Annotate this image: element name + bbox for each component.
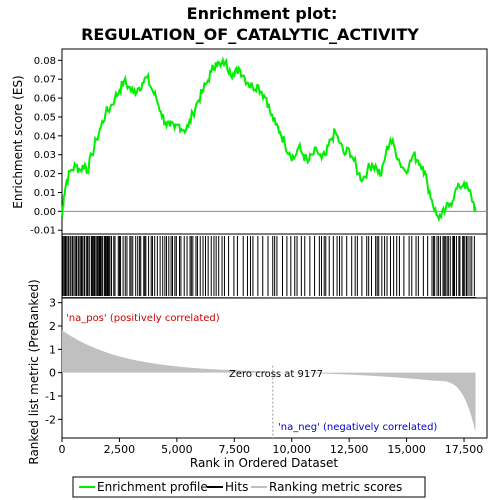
x-tick-label: 17,500 (445, 443, 484, 456)
es-y-tick-label: 0.02 (34, 169, 56, 180)
metric-y-tick-label: 0 (49, 367, 56, 380)
legend-label-metric: Ranking metric scores (269, 480, 402, 494)
na-neg-label: 'na_neg' (negatively correlated) (278, 422, 437, 433)
es-curve (61, 55, 477, 223)
x-tick-label: 10,000 (272, 443, 311, 456)
es-y-tick-label: 0.03 (34, 150, 56, 161)
x-tick-label: 15,000 (387, 443, 426, 456)
metric-y-tick-label: 1 (49, 343, 56, 356)
x-tick-label: 5,000 (161, 443, 193, 456)
chart-title-line1: Enrichment plot: (187, 4, 338, 23)
metric-y-tick-label: 2 (49, 320, 56, 333)
es-y-tick-label: 0.00 (34, 207, 56, 218)
legend-box (72, 476, 426, 498)
es-y-tick-label: 0.05 (34, 112, 56, 123)
es-y-tick-label: 0.08 (34, 56, 56, 67)
x-tick-label: 12,500 (330, 443, 369, 456)
es-panel (61, 48, 488, 235)
es-y-tick-label: 0.06 (34, 94, 56, 105)
es-y-tick-label: 0.07 (34, 75, 56, 86)
x-tick-label: 2,500 (104, 443, 136, 456)
metric-y-tick-label: 3 (49, 297, 56, 310)
na-pos-label: 'na_pos' (positively correlated) (66, 313, 220, 324)
metric-ylabel: Ranked list metric (PreRanked) (27, 279, 41, 464)
metric-y-tick-label: -2 (45, 413, 56, 426)
x-tick-label: 7,500 (219, 443, 251, 456)
x-axis-label: Rank in Ordered Dataset (190, 456, 338, 470)
chart-title-line2: REGULATION_OF_CATALYTIC_ACTIVITY (81, 25, 419, 44)
x-tick-label: 0 (59, 443, 66, 456)
zero-cross-label: Zero cross at 9177 (229, 369, 323, 380)
es-y-tick-label: -0.01 (30, 226, 56, 237)
legend-label-es: Enrichment profile (97, 480, 208, 494)
es-y-tick-label: 0.01 (34, 188, 56, 199)
es-y-tick-label: 0.04 (34, 131, 56, 142)
metric-y-tick-label: -1 (45, 390, 56, 403)
legend-label-hits: Hits (225, 480, 248, 494)
es-ylabel: Enrichment score (ES) (11, 75, 25, 208)
